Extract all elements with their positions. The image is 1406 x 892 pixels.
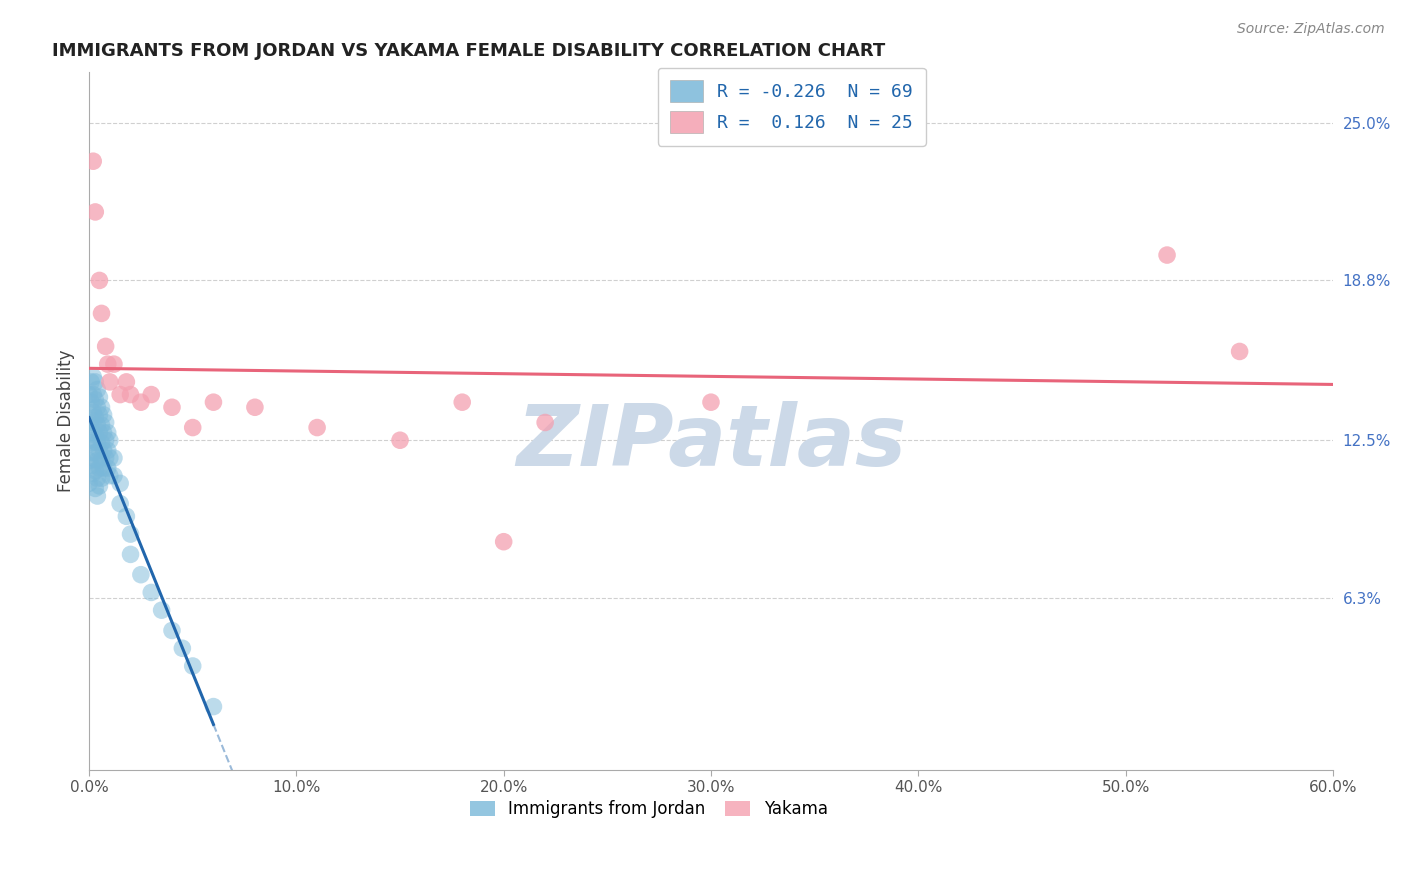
Point: [181, 659, 204, 673]
Point: [77, 476, 100, 491]
Point: [534, 416, 557, 430]
Point: [90, 453, 112, 467]
Point: [103, 468, 125, 483]
Point: [82, 387, 104, 401]
Point: [89, 461, 111, 475]
Point: [93, 408, 115, 422]
Point: [93, 443, 115, 458]
Point: [90, 401, 112, 415]
Point: [84, 205, 107, 219]
Point: [115, 375, 138, 389]
Point: [97, 425, 120, 440]
Point: [90, 417, 112, 432]
Text: Source: ZipAtlas.com: Source: ZipAtlas.com: [1237, 22, 1385, 37]
Point: [1156, 248, 1178, 262]
Point: [80, 395, 103, 409]
Point: [84, 410, 107, 425]
Point: [97, 443, 120, 458]
Text: IMMIGRANTS FROM JORDAN VS YAKAMA FEMALE DISABILITY CORRELATION CHART: IMMIGRANTS FROM JORDAN VS YAKAMA FEMALE …: [52, 42, 884, 60]
Point: [82, 467, 104, 481]
Y-axis label: Female Disability: Female Disability: [58, 350, 75, 492]
Point: [77, 416, 100, 430]
Point: [90, 471, 112, 485]
Point: [77, 387, 100, 401]
Point: [86, 435, 108, 450]
Point: [80, 375, 103, 389]
Point: [86, 401, 108, 415]
Point: [82, 446, 104, 460]
Point: [86, 383, 108, 397]
Point: [181, 420, 204, 434]
Point: [89, 273, 111, 287]
Point: [82, 405, 104, 419]
Point: [89, 390, 111, 404]
Point: [160, 401, 183, 415]
Point: [97, 461, 120, 475]
Point: [89, 408, 111, 422]
Point: [243, 401, 266, 415]
Point: [307, 420, 329, 434]
Point: [108, 497, 131, 511]
Point: [120, 387, 142, 401]
Point: [84, 464, 107, 478]
Point: [94, 339, 117, 353]
Point: [129, 567, 152, 582]
Point: [93, 425, 115, 440]
Point: [93, 461, 115, 475]
Point: [98, 468, 121, 483]
Point: [129, 395, 152, 409]
Text: ZIPatlas: ZIPatlas: [516, 401, 905, 483]
Point: [86, 489, 108, 503]
Point: [90, 435, 112, 450]
Point: [172, 641, 194, 656]
Point: [86, 417, 108, 432]
Point: [98, 375, 121, 389]
Point: [108, 387, 131, 401]
Point: [150, 603, 173, 617]
Point: [492, 534, 515, 549]
Point: [82, 369, 104, 384]
Point: [115, 509, 138, 524]
Point: [77, 434, 100, 448]
Legend: Immigrants from Jordan, Yakama: Immigrants from Jordan, Yakama: [463, 793, 834, 824]
Point: [141, 585, 163, 599]
Point: [451, 395, 474, 409]
Point: [94, 450, 117, 465]
Point: [120, 527, 142, 541]
Point: [84, 428, 107, 442]
Point: [80, 413, 103, 427]
Point: [202, 395, 225, 409]
Point: [89, 425, 111, 440]
Point: [86, 453, 108, 467]
Point: [80, 435, 103, 450]
Point: [108, 476, 131, 491]
Point: [84, 446, 107, 460]
Point: [90, 306, 112, 320]
Point: [103, 357, 125, 371]
Point: [202, 699, 225, 714]
Point: [82, 154, 104, 169]
Point: [98, 450, 121, 465]
Point: [84, 375, 107, 389]
Point: [120, 548, 142, 562]
Point: [89, 479, 111, 493]
Point: [84, 482, 107, 496]
Point: [82, 425, 104, 440]
Point: [77, 453, 100, 467]
Point: [98, 434, 121, 448]
Point: [1229, 344, 1251, 359]
Point: [94, 416, 117, 430]
Point: [84, 392, 107, 407]
Point: [700, 395, 723, 409]
Point: [141, 387, 163, 401]
Point: [389, 434, 412, 448]
Point: [103, 450, 125, 465]
Point: [160, 624, 183, 638]
Point: [97, 357, 120, 371]
Point: [86, 471, 108, 485]
Point: [94, 434, 117, 448]
Point: [89, 443, 111, 458]
Point: [80, 458, 103, 473]
